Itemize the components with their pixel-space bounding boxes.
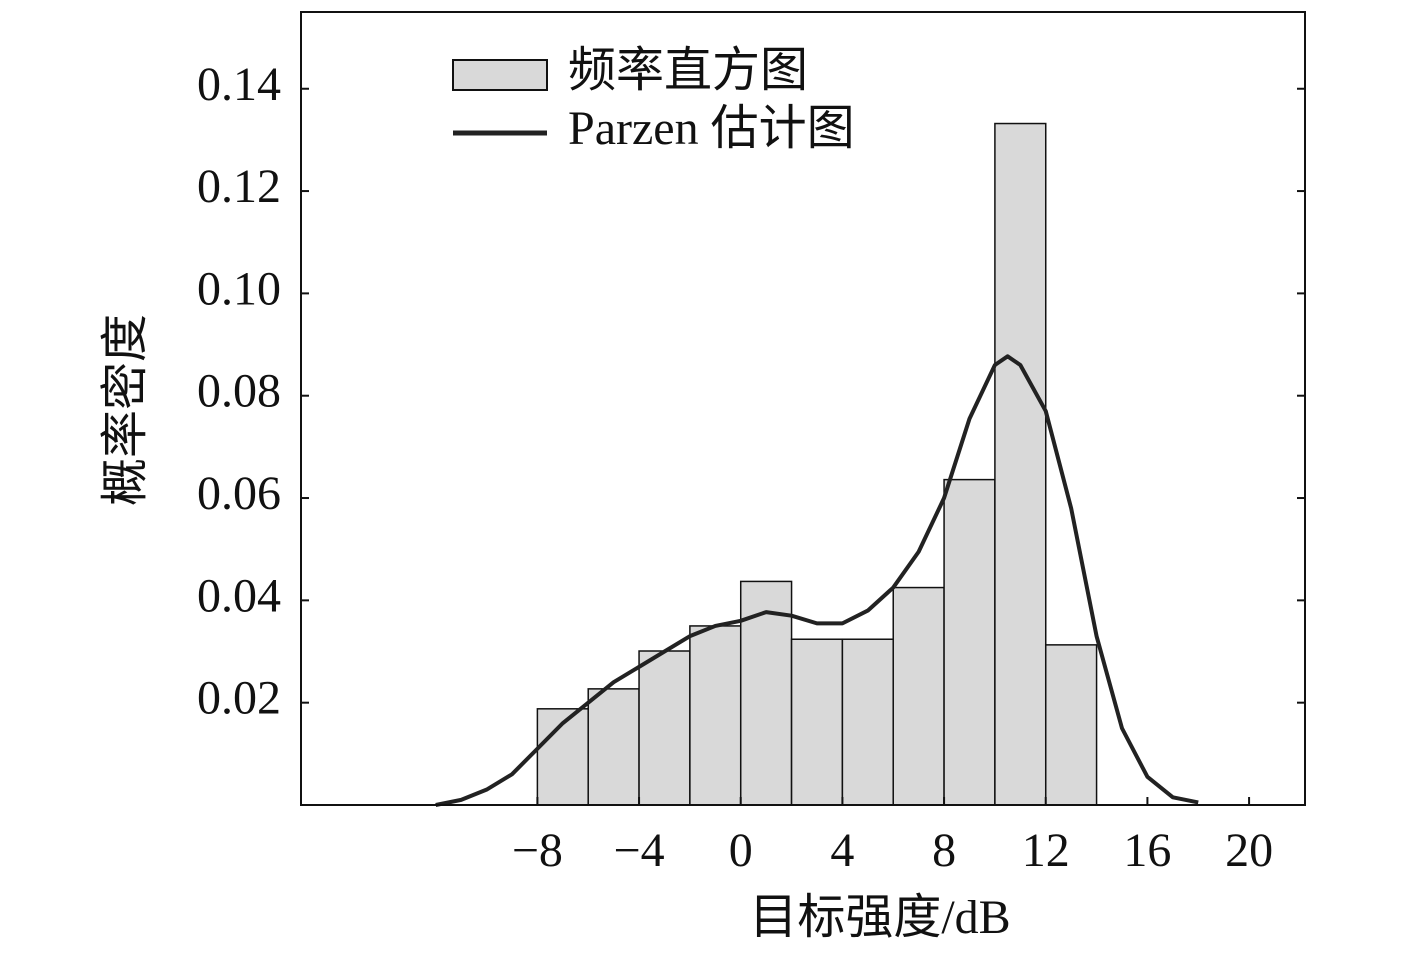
density-line (435, 354, 1199, 807)
y-tick-label: 0.04 (197, 569, 281, 622)
histogram-bar (587, 688, 640, 806)
x-tick-label: 0 (729, 824, 753, 877)
x-tick-label: 12 (1022, 824, 1070, 877)
legend-label: 频率直方图 (568, 44, 808, 97)
y-tick-label: 0.14 (197, 58, 281, 111)
y-tick-label: 0.06 (197, 467, 281, 520)
legend-swatch (452, 59, 548, 91)
plot-frame (300, 11, 1306, 806)
x-tick-label: 16 (1123, 824, 1171, 877)
histogram-bar (892, 586, 945, 806)
y-tick-label: 0.12 (197, 160, 281, 213)
x-tick-label: −4 (614, 824, 665, 877)
x-tick-label: 8 (932, 824, 956, 877)
histogram-bar (689, 625, 742, 806)
x-axis-label: 目标强度/dB (749, 891, 1010, 944)
x-tick-label: 20 (1225, 824, 1273, 877)
legend-label: Parzen 估计图 (568, 102, 855, 155)
histogram-bar (841, 638, 894, 806)
y-tick-label: 0.10 (197, 262, 281, 315)
histogram-bar (790, 638, 844, 806)
y-axis-label: 概率密度 (99, 314, 152, 506)
x-tick-label: −8 (512, 824, 563, 877)
x-tick-label: 4 (830, 824, 854, 877)
y-tick-label: 0.02 (197, 672, 281, 725)
y-tick-label: 0.08 (197, 365, 281, 418)
histogram-bar (638, 650, 691, 806)
histogram-bar (1044, 644, 1098, 806)
histogram-bar (994, 122, 1047, 806)
histogram-bar (943, 478, 996, 806)
